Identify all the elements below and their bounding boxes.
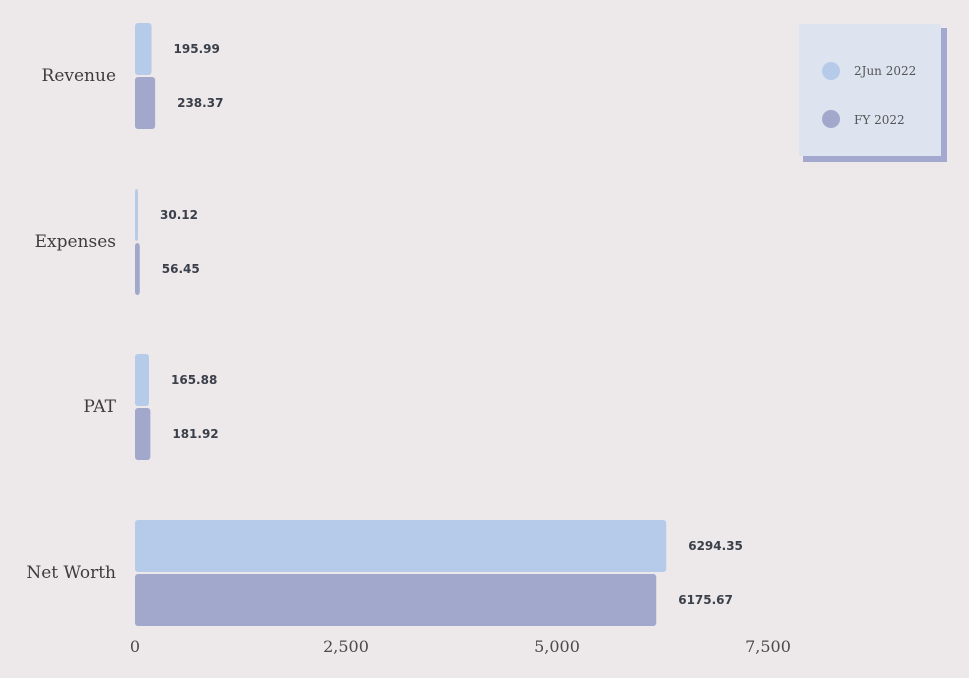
bar-expenses-2jun-2022 xyxy=(135,189,138,241)
x-tick-label: 7,500 xyxy=(745,637,791,656)
x-tick-label: 0 xyxy=(130,637,140,656)
legend-box xyxy=(799,24,941,156)
value-label-pat-fy-2022: 181.92 xyxy=(172,427,218,441)
category-label-revenue: Revenue xyxy=(42,66,116,86)
bars xyxy=(135,23,667,626)
x-tick-label: 5,000 xyxy=(534,637,580,656)
value-label-pat-2jun-2022: 165.88 xyxy=(171,373,217,387)
legend: 2Jun 2022 FY 2022 xyxy=(799,24,947,162)
category-label-net-worth: Net Worth xyxy=(26,563,116,583)
category-label-expenses: Expenses xyxy=(35,232,116,252)
bar-expenses-fy-2022 xyxy=(135,243,140,295)
x-axis-ticks: 0 2,500 5,000 7,500 xyxy=(130,637,791,656)
category-label-pat: PAT xyxy=(83,397,116,417)
value-label-revenue-2jun-2022: 195.99 xyxy=(174,42,220,56)
value-labels: 195.99 238.37 30.12 56.45 165.88 181.92 6294.3… xyxy=(160,42,743,607)
legend-swatch-fy-2022 xyxy=(822,110,840,128)
bar-pat-2jun-2022 xyxy=(135,354,150,406)
bar-net-worth-2jun-2022 xyxy=(135,520,667,572)
bar-revenue-fy-2022 xyxy=(135,77,156,129)
bar-net-worth-fy-2022 xyxy=(135,574,657,626)
value-label-expenses-fy-2022: 56.45 xyxy=(162,262,200,276)
legend-label-fy-2022: FY 2022 xyxy=(854,113,905,127)
category-labels: Revenue Expenses PAT Net Worth xyxy=(26,66,116,583)
legend-swatch-2jun-2022 xyxy=(822,62,840,80)
value-label-expenses-2jun-2022: 30.12 xyxy=(160,208,198,222)
value-label-net-worth-fy-2022: 6175.67 xyxy=(678,593,733,607)
value-label-net-worth-2jun-2022: 6294.35 xyxy=(688,539,743,553)
legend-label-2jun-2022: 2Jun 2022 xyxy=(854,64,916,78)
bar-revenue-2jun-2022 xyxy=(135,23,152,75)
bar-pat-fy-2022 xyxy=(135,408,151,460)
value-label-revenue-fy-2022: 238.37 xyxy=(177,96,223,110)
x-tick-label: 2,500 xyxy=(323,637,369,656)
